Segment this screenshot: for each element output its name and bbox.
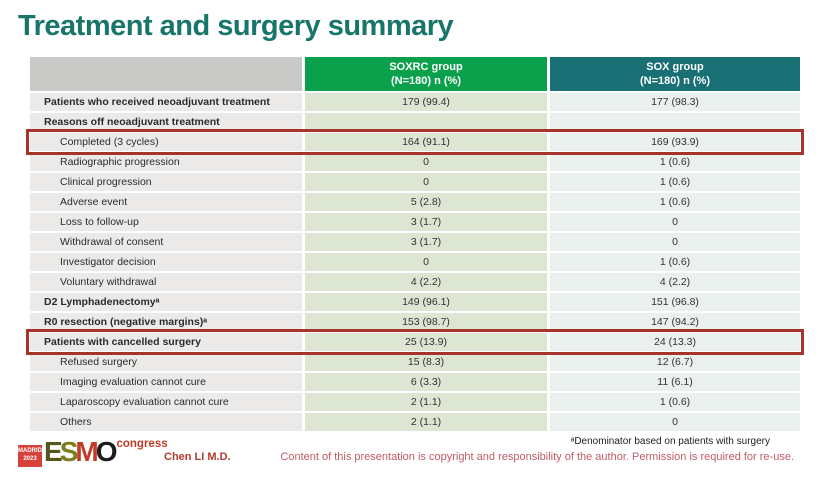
row-label: Voluntary withdrawal (30, 273, 302, 291)
table-row: Patients with cancelled surgery 25 (13.9… (26, 329, 804, 355)
row-label: Completed (3 cycles) (30, 133, 302, 151)
venue-label: MADRID (18, 448, 42, 455)
sox-value: 1 (0.6) (550, 193, 800, 211)
sox-value: 0 (550, 413, 800, 431)
esmo-letter-m: M (75, 436, 98, 467)
sox-value: 151 (96.8) (550, 293, 800, 311)
row-label: Clinical progression (30, 173, 302, 191)
esmo-wordmark: ESMO (44, 436, 118, 467)
page-title: Treatment and surgery summary (18, 10, 454, 42)
sox-value: 169 (93.9) (550, 133, 800, 151)
soxrc-group-label: SOXRC group (389, 60, 463, 73)
congress-label: congress (116, 438, 168, 450)
table-row: Investigator decision 0 1 (0.6) (30, 253, 800, 271)
table-row: Voluntary withdrawal 4 (2.2) 4 (2.2) (30, 273, 800, 291)
table-row: Patients who received neoadjuvant treatm… (30, 93, 800, 111)
sox-value: 1 (0.6) (550, 253, 800, 271)
table-row: Completed (3 cycles) 164 (91.1) 169 (93.… (26, 129, 804, 155)
table-row: Loss to follow-up 3 (1.7) 0 (30, 213, 800, 231)
row-label: Patients with cancelled surgery (30, 333, 302, 351)
soxrc-value: 2 (1.1) (305, 393, 547, 411)
sox-value: 1 (0.6) (550, 153, 800, 171)
table-row: Adverse event 5 (2.8) 1 (0.6) (30, 193, 800, 211)
row-label: Others (30, 413, 302, 431)
soxrc-value: 5 (2.8) (305, 193, 547, 211)
esmo-letter-o: O (95, 436, 118, 467)
author-name: Chen LI M.D. (164, 451, 231, 463)
table-body: Patients who received neoadjuvant treatm… (26, 93, 804, 431)
header-soxrc-group: SOXRC group (N=180) n (%) (305, 57, 547, 91)
row-label: R0 resection (negative margins)ᵃ (30, 313, 302, 331)
row-label: Patients who received neoadjuvant treatm… (30, 93, 302, 111)
year-label: 2023 (23, 456, 37, 462)
row-label: Loss to follow-up (30, 213, 302, 231)
sox-value: 12 (6.7) (550, 353, 800, 371)
sox-value: 0 (550, 233, 800, 251)
esmo-letter-e: E (44, 436, 63, 467)
soxrc-value: 15 (8.3) (305, 353, 547, 371)
header-sox-group: SOX group (N=180) n (%) (550, 57, 800, 91)
sox-value: 11 (6.1) (550, 373, 800, 391)
soxrc-value (305, 113, 547, 131)
table-row: Radiographic progression 0 1 (0.6) (30, 153, 800, 171)
row-label: Withdrawal of consent (30, 233, 302, 251)
sox-group-label: SOX group (646, 60, 704, 73)
table-row: Imaging evaluation cannot cure 6 (3.3) 1… (30, 373, 800, 391)
row-label: Imaging evaluation cannot cure (30, 373, 302, 391)
header-empty-cell (30, 57, 302, 91)
soxrc-value: 153 (98.7) (305, 313, 547, 331)
soxrc-value: 0 (305, 153, 547, 171)
sox-value: 0 (550, 213, 800, 231)
sox-value: 24 (13.3) (550, 333, 800, 351)
soxrc-value: 179 (99.4) (305, 93, 547, 111)
table-row: Laparoscopy evaluation cannot cure 2 (1.… (30, 393, 800, 411)
table-footnote: ᵃDenominator based on patients with surg… (570, 436, 770, 447)
soxrc-value: 0 (305, 253, 547, 271)
sox-value: 4 (2.2) (550, 273, 800, 291)
soxrc-value: 0 (305, 173, 547, 191)
row-label: Radiographic progression (30, 153, 302, 171)
soxrc-group-sublabel: (N=180) n (%) (391, 75, 461, 87)
soxrc-value: 25 (13.9) (305, 333, 547, 351)
table-row: R0 resection (negative margins)ᵃ 153 (98… (30, 313, 800, 331)
row-label: Laparoscopy evaluation cannot cure (30, 393, 302, 411)
sox-group-sublabel: (N=180) n (%) (640, 75, 710, 87)
soxrc-value: 6 (3.3) (305, 373, 547, 391)
table-row: D2 Lymphadenectomyᵃ 149 (96.1) 151 (96.8… (30, 293, 800, 311)
sox-value: 177 (98.3) (550, 93, 800, 111)
row-label: Adverse event (30, 193, 302, 211)
table-row: Refused surgery 15 (8.3) 12 (6.7) (30, 353, 800, 371)
madrid-2023-badge: MADRID 2023 (18, 445, 42, 467)
copyright-notice: Content of this presentation is copyrigh… (280, 451, 794, 463)
soxrc-value: 3 (1.7) (305, 233, 547, 251)
row-label: Reasons off neoadjuvant treatment (30, 113, 302, 131)
soxrc-value: 164 (91.1) (305, 133, 547, 151)
sox-value: 147 (94.2) (550, 313, 800, 331)
sox-value: 1 (0.6) (550, 173, 800, 191)
table-row: Others 2 (1.1) 0 (30, 413, 800, 431)
row-label: Investigator decision (30, 253, 302, 271)
sox-value (550, 113, 800, 131)
esmo-letter-s: S (59, 436, 79, 467)
esmo-congress-logo: MADRID 2023 ESMO congress (18, 437, 168, 467)
treatment-summary-table: SOXRC group (N=180) n (%) SOX group (N=1… (26, 57, 804, 433)
soxrc-value: 2 (1.1) (305, 413, 547, 431)
row-label: D2 Lymphadenectomyᵃ (30, 293, 302, 311)
table-header-row: SOXRC group (N=180) n (%) SOX group (N=1… (30, 57, 800, 91)
soxrc-value: 149 (96.1) (305, 293, 547, 311)
soxrc-value: 4 (2.2) (305, 273, 547, 291)
sox-value: 1 (0.6) (550, 393, 800, 411)
soxrc-value: 3 (1.7) (305, 213, 547, 231)
table-row: Reasons off neoadjuvant treatment (30, 113, 800, 131)
row-label: Refused surgery (30, 353, 302, 371)
table-row: Clinical progression 0 1 (0.6) (30, 173, 800, 191)
table-row: Withdrawal of consent 3 (1.7) 0 (30, 233, 800, 251)
